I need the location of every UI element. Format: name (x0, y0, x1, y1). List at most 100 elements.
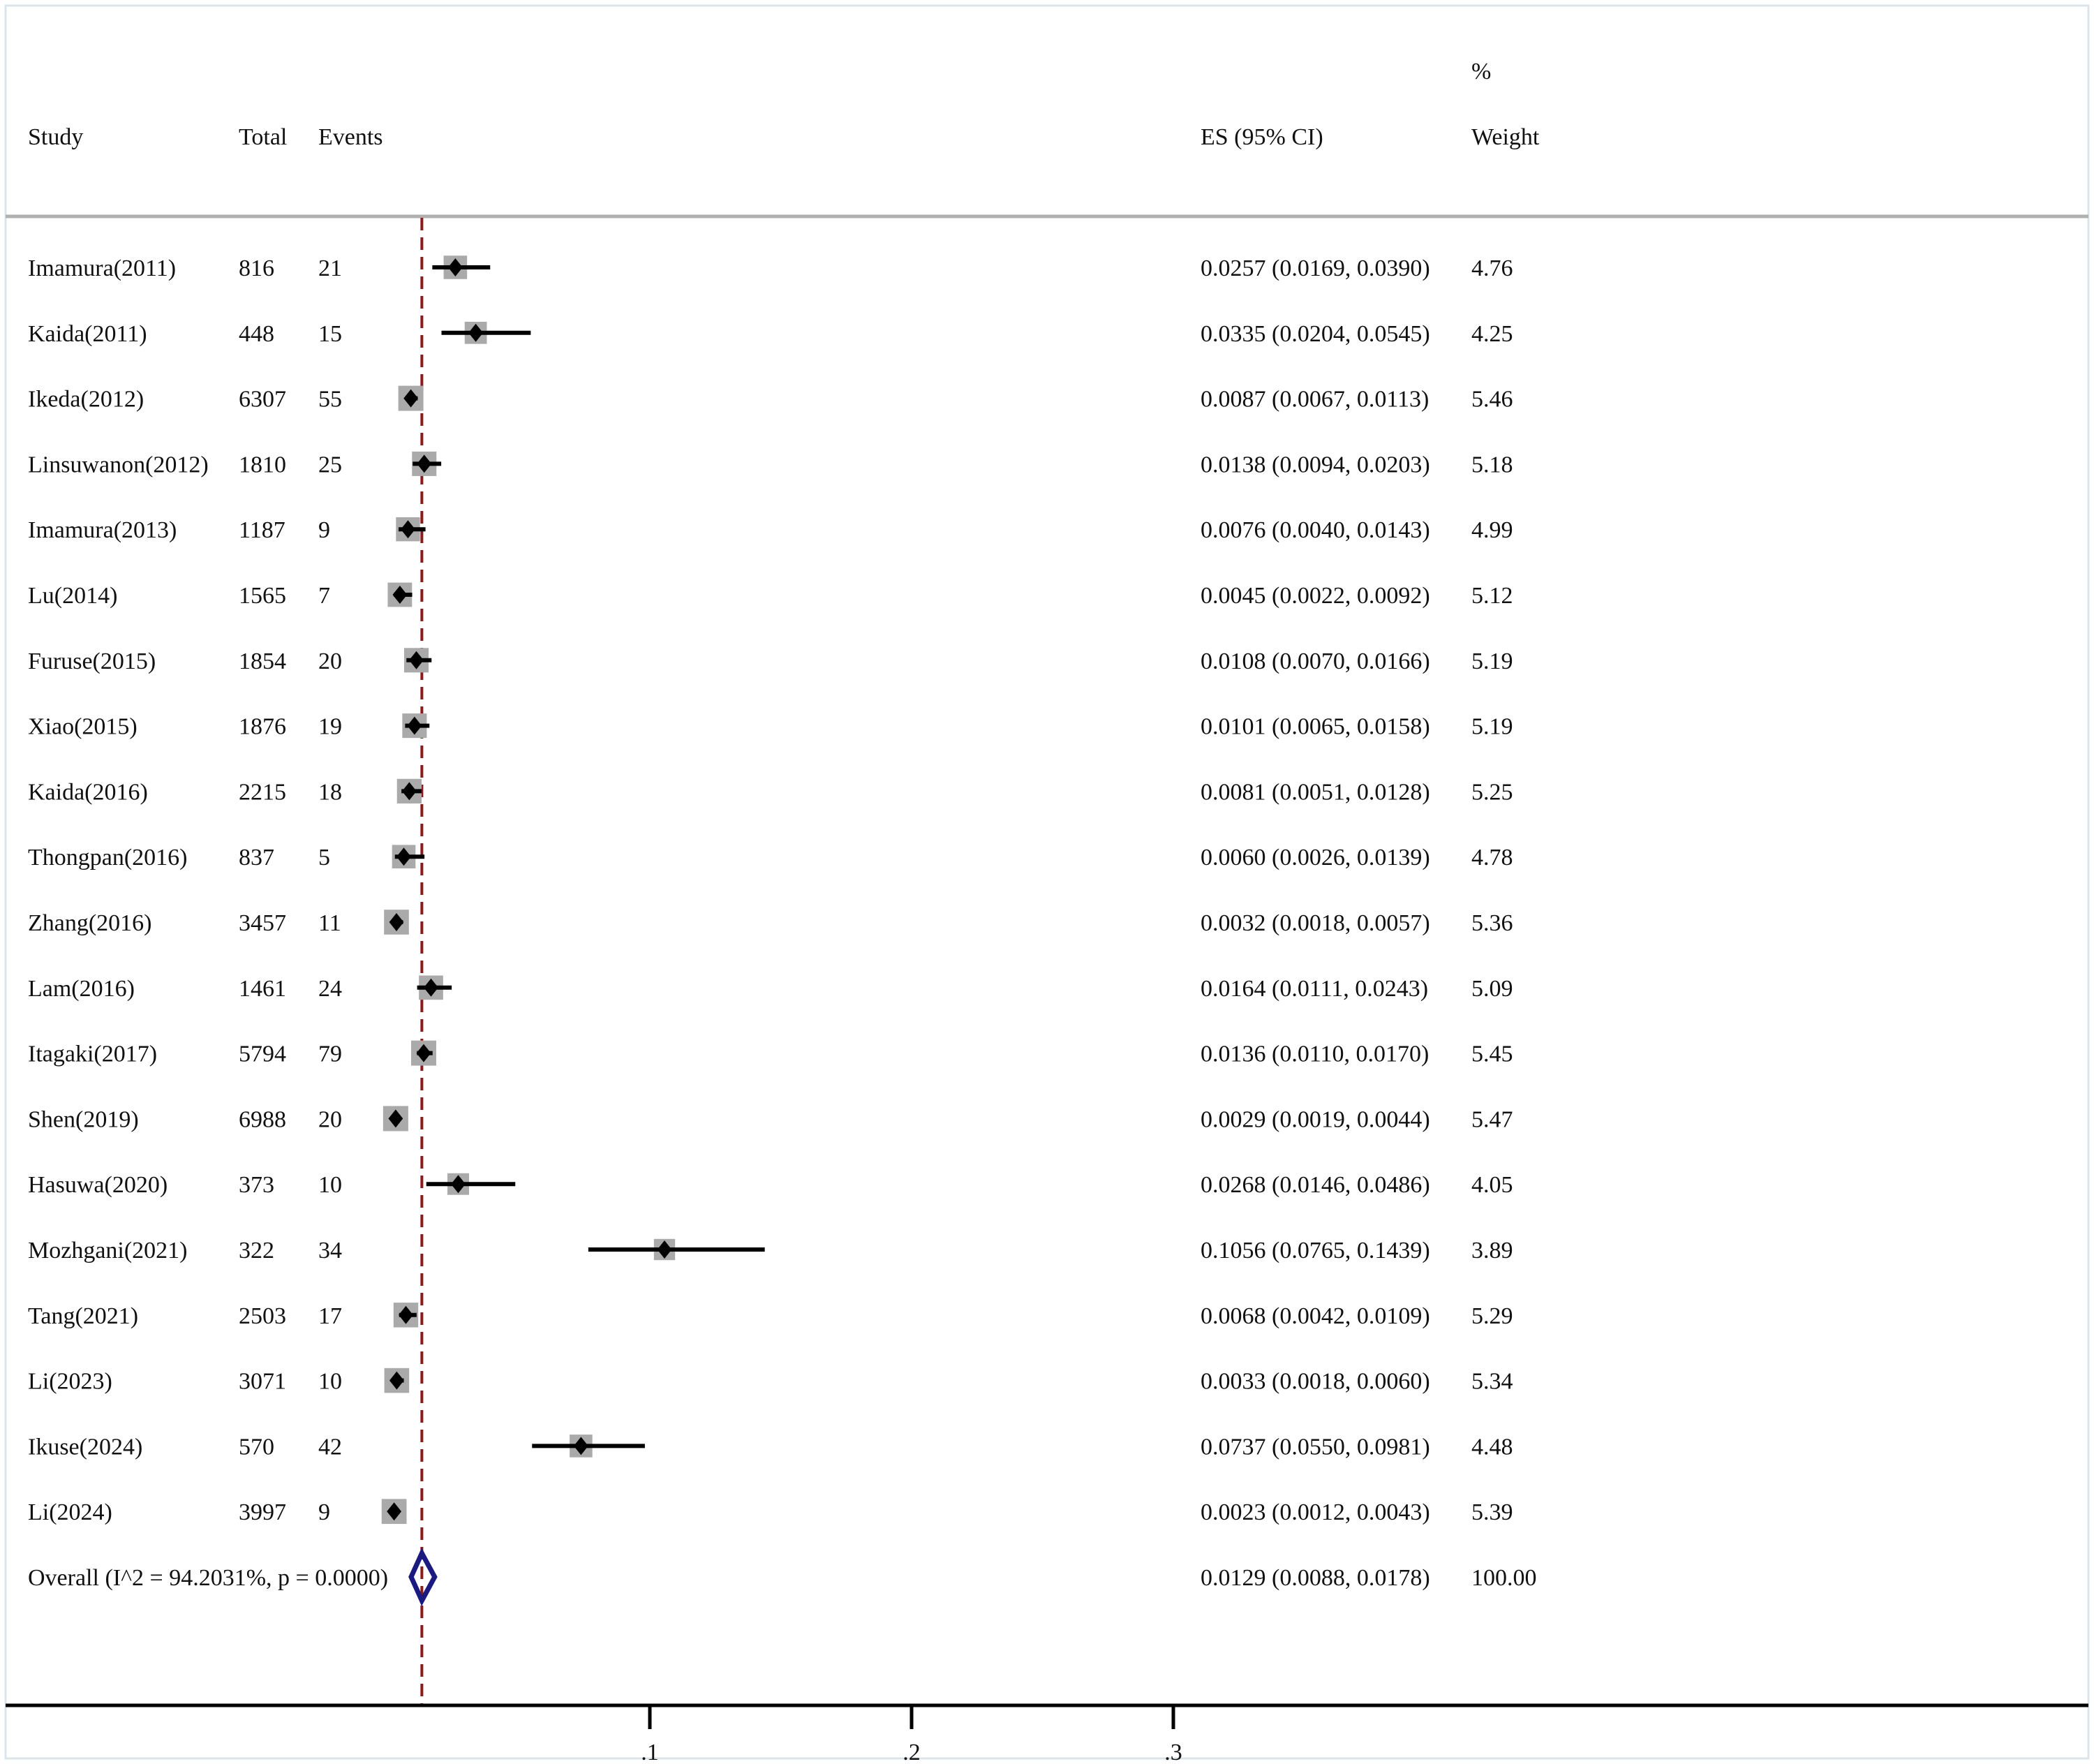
study-weight: 4.05 (1471, 1172, 1513, 1198)
point-estimate (401, 520, 415, 539)
study-name: Imamura(2013) (28, 517, 177, 543)
study-events: 55 (318, 387, 342, 413)
study-events: 20 (318, 1106, 342, 1132)
point-estimate (657, 1240, 672, 1259)
point-estimate (409, 651, 424, 669)
study-events: 18 (318, 779, 342, 805)
study-events: 17 (318, 1303, 342, 1329)
study-events: 7 (318, 583, 330, 609)
study-weight: 5.29 (1471, 1303, 1513, 1329)
study-total: 448 (239, 321, 274, 347)
study-weight: 5.45 (1471, 1042, 1513, 1067)
study-name: Kaida(2016) (28, 779, 148, 805)
study-events: 24 (318, 976, 342, 1002)
study-es-ci: 0.0068 (0.0042, 0.0109) (1201, 1303, 1430, 1329)
study-name: Kaida(2011) (28, 321, 147, 347)
overall-weight: 100.00 (1471, 1565, 1537, 1591)
study-es-ci: 0.0101 (0.0065, 0.0158) (1201, 714, 1430, 740)
study-es-ci: 0.0737 (0.0550, 0.0981) (1201, 1434, 1430, 1460)
point-estimate (389, 1371, 404, 1390)
study-events: 42 (318, 1434, 342, 1460)
study-es-ci: 0.0136 (0.0110, 0.0170) (1201, 1042, 1429, 1067)
study-rows: Imamura(2011) 816 21 0.0257 (0.0169, 0.0390… (28, 255, 1537, 1591)
study-events: 25 (318, 452, 342, 477)
study-es-ci: 0.0032 (0.0018, 0.0057) (1201, 910, 1430, 936)
study-total: 6988 (239, 1106, 286, 1132)
study-total: 816 (239, 255, 274, 281)
study-es-ci: 0.0076 (0.0040, 0.0143) (1201, 517, 1430, 543)
study-events: 11 (318, 910, 341, 936)
study-es-ci: 0.0335 (0.0204, 0.0545) (1201, 321, 1430, 347)
study-total: 3997 (239, 1499, 286, 1525)
study-name: Furuse(2015) (28, 648, 156, 674)
study-weight: 5.25 (1471, 779, 1513, 805)
study-es-ci: 0.0033 (0.0018, 0.0060) (1201, 1369, 1430, 1395)
study-total: 5794 (239, 1042, 286, 1067)
overall-label: Overall (I^2 = 94.2031%, p = 0.0000) (28, 1565, 388, 1591)
study-es-ci: 0.0029 (0.0019, 0.0044) (1201, 1106, 1430, 1132)
study-es-ci: 0.0138 (0.0094, 0.0203) (1201, 452, 1430, 477)
study-total: 2503 (239, 1303, 286, 1329)
study-name: Mozhgani(2021) (28, 1238, 188, 1263)
header-study: Study (28, 124, 83, 150)
study-name: Itagaki(2017) (28, 1042, 157, 1067)
study-name: Lu(2014) (28, 583, 117, 609)
point-estimate (424, 978, 438, 997)
study-name: Hasuwa(2020) (28, 1172, 168, 1198)
header-es-ci: ES (95% CI) (1201, 124, 1323, 150)
study-name: Shen(2019) (28, 1106, 139, 1132)
study-total: 1461 (239, 976, 286, 1002)
study-total: 1187 (239, 517, 285, 543)
study-name: Ikeda(2012) (28, 387, 144, 413)
point-estimate (392, 586, 408, 604)
study-total: 3071 (239, 1369, 286, 1395)
study-weight: 5.36 (1471, 910, 1513, 936)
x-axis-tick-label: .1 (641, 1740, 659, 1764)
study-weight: 5.18 (1471, 452, 1513, 477)
study-name: Li(2024) (28, 1499, 112, 1525)
study-weight: 5.39 (1471, 1499, 1513, 1525)
plot-frame (4, 4, 2090, 1760)
point-estimate (403, 389, 419, 408)
study-events: 34 (318, 1238, 342, 1263)
point-estimate (387, 1502, 402, 1521)
header-weight-percent: % (1471, 59, 1491, 84)
study-total: 3457 (239, 910, 286, 936)
study-weight: 4.48 (1471, 1434, 1513, 1460)
study-weight: 5.19 (1471, 648, 1513, 674)
study-name: Zhang(2016) (28, 910, 152, 936)
study-events: 21 (318, 255, 342, 281)
point-estimate (396, 847, 411, 866)
point-estimate (399, 1305, 413, 1324)
study-events: 79 (318, 1042, 342, 1067)
overall-diamond (408, 1548, 438, 1606)
study-es-ci: 0.0164 (0.0111, 0.0243) (1201, 976, 1428, 1002)
point-estimate (447, 258, 463, 276)
study-name: Thongpan(2016) (28, 845, 188, 870)
study-total: 570 (239, 1434, 274, 1460)
study-name: Tang(2021) (28, 1303, 138, 1329)
study-weight: 5.09 (1471, 976, 1513, 1002)
point-estimate (573, 1437, 588, 1455)
study-total: 837 (239, 845, 274, 870)
plot-marks (381, 218, 765, 1705)
study-es-ci: 0.0023 (0.0012, 0.0043) (1201, 1499, 1430, 1525)
point-estimate (407, 716, 422, 735)
point-estimate (468, 323, 484, 342)
header-events: Events (318, 124, 383, 150)
study-events: 9 (318, 517, 330, 543)
study-es-ci: 0.0257 (0.0169, 0.0390) (1201, 255, 1430, 281)
study-events: 20 (318, 648, 342, 674)
study-es-ci: 0.0081 (0.0051, 0.0128) (1201, 779, 1430, 805)
study-weight: 5.12 (1471, 583, 1513, 609)
study-es-ci: 0.0268 (0.0146, 0.0486) (1201, 1172, 1430, 1198)
x-axis-tick-label: .2 (903, 1740, 921, 1764)
study-es-ci: 0.0045 (0.0022, 0.0092) (1201, 583, 1430, 609)
study-events: 10 (318, 1172, 342, 1198)
study-name: Linsuwanon(2012) (28, 452, 209, 477)
point-estimate (451, 1175, 466, 1194)
header-weight: Weight (1471, 124, 1540, 150)
point-estimate (416, 1044, 431, 1062)
study-name: Xiao(2015) (28, 714, 138, 740)
study-total: 1854 (239, 648, 286, 674)
